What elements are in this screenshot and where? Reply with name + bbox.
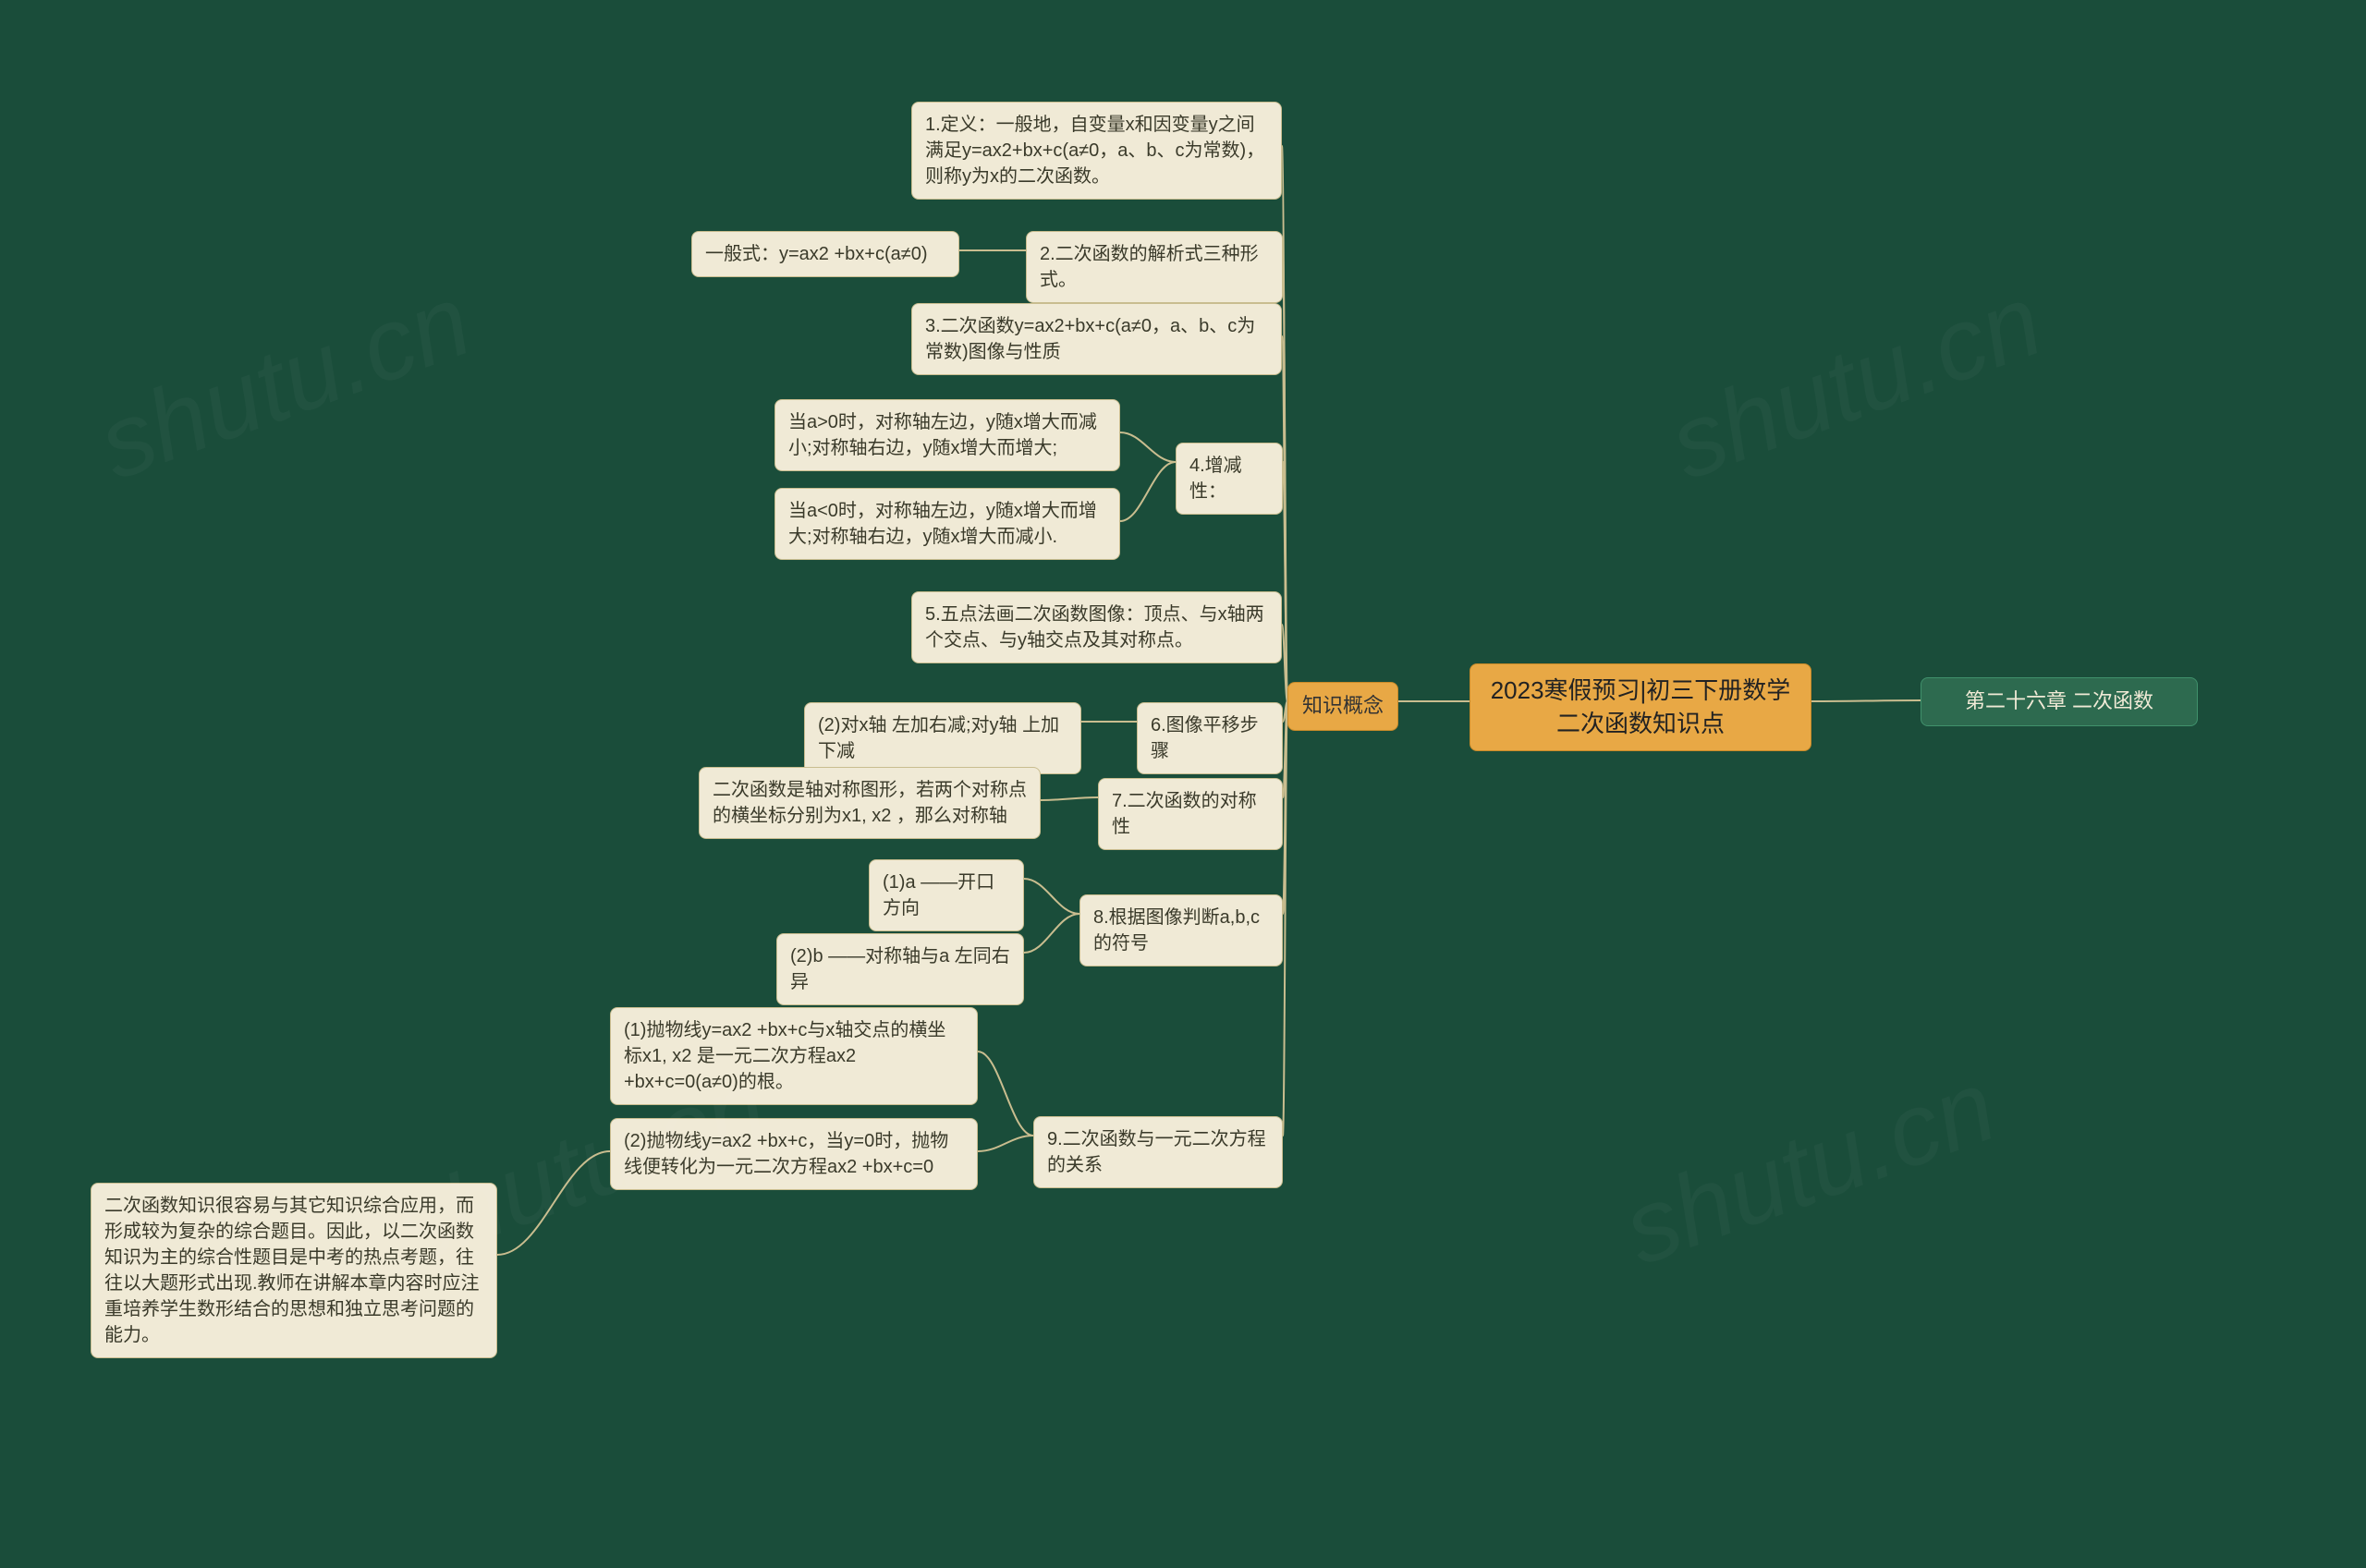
- item-4a: 当a>0时，对称轴左边，y随x增大而减小;对称轴右边，y随x增大而增大;: [774, 399, 1120, 471]
- item-6: 6.图像平移步骤: [1137, 702, 1283, 774]
- item-9b: (2)抛物线y=ax2 +bx+c，当y=0时，抛物线便转化为一元二次方程ax2…: [610, 1118, 978, 1190]
- item-1: 1.定义：一般地，自变量x和因变量y之间满足y=ax2+bx+c(a≠0，a、b…: [911, 102, 1282, 200]
- root-node: 2023寒假预习|初三下册数学二次函数知识点: [1470, 663, 1811, 751]
- item-7a: 二次函数是轴对称图形，若两个对称点的横坐标分别为x1, x2 ，那么对称轴: [699, 767, 1041, 839]
- item-5: 5.五点法画二次函数图像：顶点、与x轴两个交点、与y轴交点及其对称点。: [911, 591, 1282, 663]
- item-9: 9.二次函数与一元二次方程的关系: [1033, 1116, 1283, 1188]
- chapter-node: 第二十六章 二次函数: [1921, 677, 2198, 726]
- watermark: shutu.cn: [1655, 261, 2056, 504]
- concept-node: 知识概念: [1287, 682, 1398, 731]
- watermark: shutu.cn: [1609, 1047, 2010, 1289]
- item-9a: (1)抛物线y=ax2 +bx+c与x轴交点的横坐标x1, x2 是一元二次方程…: [610, 1007, 978, 1105]
- item-6a: (2)对x轴 左加右减;对y轴 上加下减: [804, 702, 1081, 774]
- item-8: 8.根据图像判断a,b,c的符号: [1079, 894, 1283, 966]
- watermark: shutu.cn: [84, 261, 485, 504]
- item-4b: 当a<0时，对称轴左边，y随x增大而增大;对称轴右边，y随x增大而减小.: [774, 488, 1120, 560]
- item-7: 7.二次函数的对称性: [1098, 778, 1283, 850]
- item-2a: 一般式：y=ax2 +bx+c(a≠0): [691, 231, 959, 277]
- item-9c: 二次函数知识很容易与其它知识综合应用，而形成较为复杂的综合题目。因此，以二次函数…: [91, 1183, 497, 1358]
- item-3: 3.二次函数y=ax2+bx+c(a≠0，a、b、c为常数)图像与性质: [911, 303, 1282, 375]
- item-8b: (2)b ——对称轴与a 左同右异: [776, 933, 1024, 1005]
- item-2: 2.二次函数的解析式三种形式。: [1026, 231, 1283, 303]
- item-8a: (1)a ——开口方向: [869, 859, 1024, 931]
- item-4: 4.增减性：: [1176, 443, 1283, 515]
